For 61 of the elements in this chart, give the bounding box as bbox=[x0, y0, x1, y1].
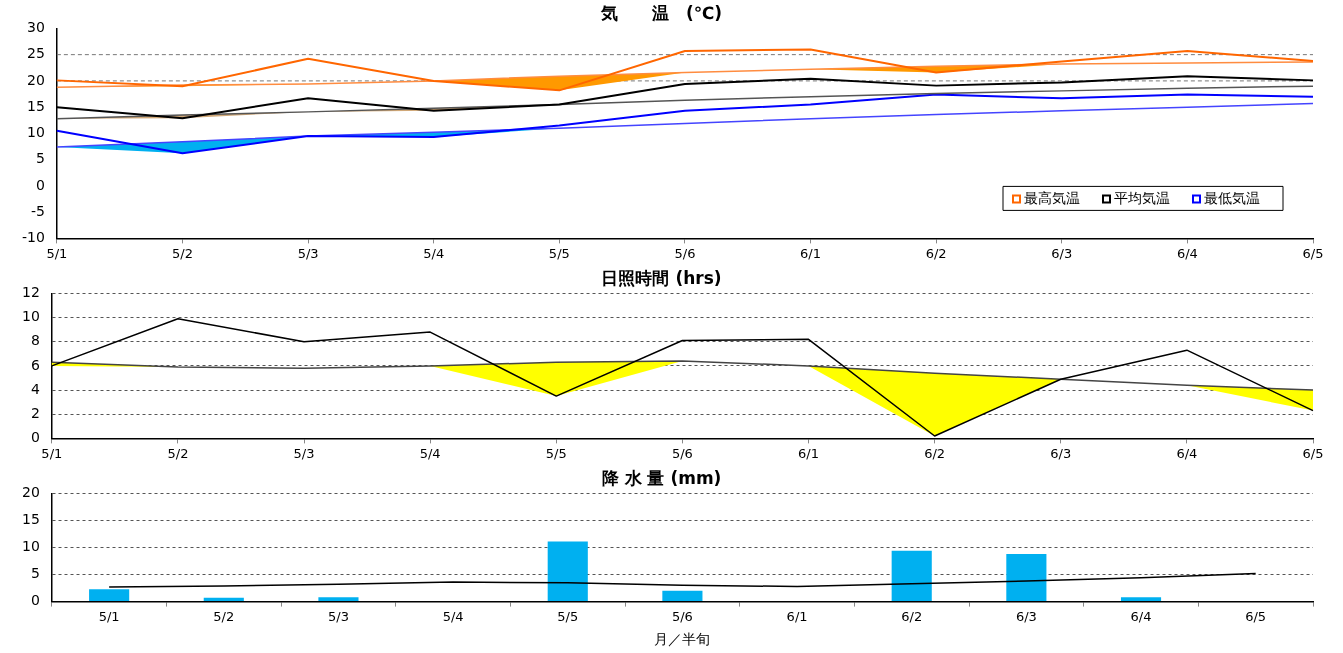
y-tick-label: 4 bbox=[30, 380, 40, 397]
y-tick-label: 5 bbox=[30, 565, 40, 582]
y-tick-label: 10 bbox=[21, 308, 40, 325]
x-tick-label: 6/5 bbox=[1245, 608, 1267, 624]
x-tick-label: 6/1 bbox=[800, 245, 822, 261]
x-tick-label: 5/6 bbox=[671, 608, 693, 624]
y-tick-label: 0 bbox=[30, 592, 40, 609]
y-tick-label: 0 bbox=[35, 176, 45, 193]
y-tick-label: 15 bbox=[21, 511, 40, 528]
x-tick-label: 5/3 bbox=[327, 608, 349, 624]
chart-title: 降 水 量 (mm) bbox=[601, 467, 722, 488]
x-tick-label: 5/1 bbox=[98, 608, 120, 624]
x-tick-label: 6/4 bbox=[1176, 245, 1198, 261]
legend-label: 最低気温 bbox=[1204, 190, 1260, 207]
y-tick-label: 5 bbox=[35, 150, 45, 167]
y-tick-label: 8 bbox=[30, 332, 40, 349]
x-tick-label: 6/2 bbox=[924, 445, 946, 461]
y-tick-label: 15 bbox=[27, 97, 45, 114]
x-tick-label: 6/1 bbox=[786, 608, 808, 624]
x-tick-label: 6/2 bbox=[901, 608, 923, 624]
x-tick-label: 5/4 bbox=[423, 245, 445, 261]
x-tick-label: 5/6 bbox=[674, 245, 696, 261]
legend-label: 最高気温 bbox=[1024, 190, 1080, 207]
x-tick-label: 5/3 bbox=[293, 445, 315, 461]
x-tick-label: 6/1 bbox=[798, 445, 819, 461]
x-axis-title: 月／半旬 bbox=[654, 631, 711, 648]
y-tick-label: 10 bbox=[27, 124, 45, 141]
y-tick-label: 6 bbox=[30, 356, 40, 373]
x-tick-label: 5/1 bbox=[46, 245, 68, 261]
chart-title: 気 温 (℃) bbox=[599, 2, 723, 23]
x-tick-label: 6/3 bbox=[1051, 245, 1073, 261]
y-tick-label: 25 bbox=[27, 45, 45, 62]
x-tick-label: 6/4 bbox=[1176, 445, 1198, 461]
y-tick-label: 12 bbox=[21, 284, 40, 301]
x-tick-label: 5/2 bbox=[213, 608, 235, 624]
x-tick-label: 6/3 bbox=[1015, 608, 1037, 624]
x-tick-label: 5/5 bbox=[557, 608, 579, 624]
x-tick-label: 6/4 bbox=[1130, 608, 1152, 624]
x-tick-label: 6/5 bbox=[1302, 445, 1324, 461]
y-tick-label: 20 bbox=[21, 484, 40, 501]
x-tick-label: 5/3 bbox=[297, 245, 319, 261]
x-tick-label: 5/4 bbox=[419, 445, 441, 461]
x-tick-label: 5/2 bbox=[167, 445, 189, 461]
y-tick-label: 30 bbox=[27, 19, 45, 36]
legend-label: 平均気温 bbox=[1114, 190, 1170, 207]
y-tick-label: 2 bbox=[30, 404, 40, 421]
x-tick-label: 5/4 bbox=[442, 608, 464, 624]
y-tick-label: -5 bbox=[30, 202, 45, 219]
y-tick-label: 0 bbox=[30, 429, 40, 446]
x-tick-label: 5/2 bbox=[172, 245, 193, 261]
x-tick-label: 6/5 bbox=[1302, 245, 1324, 261]
x-tick-label: 5/5 bbox=[548, 245, 570, 261]
y-tick-label: 20 bbox=[27, 71, 45, 88]
x-tick-label: 6/2 bbox=[925, 245, 947, 261]
x-tick-label: 6/3 bbox=[1050, 445, 1072, 461]
x-tick-label: 5/1 bbox=[41, 445, 63, 461]
x-tick-label: 5/5 bbox=[545, 445, 567, 461]
y-tick-label: -10 bbox=[21, 229, 45, 246]
x-tick-label: 5/6 bbox=[671, 445, 693, 461]
y-tick-label: 10 bbox=[21, 538, 40, 555]
chart-title: 日照時間 (hrs) bbox=[601, 267, 722, 288]
